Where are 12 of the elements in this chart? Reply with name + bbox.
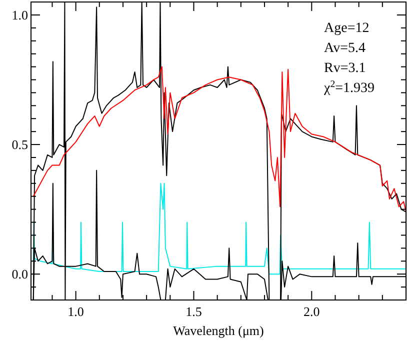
annotation: Age=12 xyxy=(324,21,370,36)
y-tick-label: 0.0 xyxy=(12,266,28,282)
annotation: Rv=3.1 xyxy=(324,61,366,76)
annotation: Av=5.4 xyxy=(324,41,366,56)
x-tick-label: 2.0 xyxy=(304,304,320,319)
y-tick-label: 1.0 xyxy=(12,7,28,22)
annotation: χ$^{2}$=1.939 xyxy=(323,78,375,96)
x-axis-title: Wavelength (μm) xyxy=(173,323,264,338)
x-tick-label: 1.0 xyxy=(68,304,84,319)
x-tick-label: 1.5 xyxy=(186,304,202,319)
y-tick-label: 0.5 xyxy=(12,137,28,152)
line-series xyxy=(32,182,406,275)
